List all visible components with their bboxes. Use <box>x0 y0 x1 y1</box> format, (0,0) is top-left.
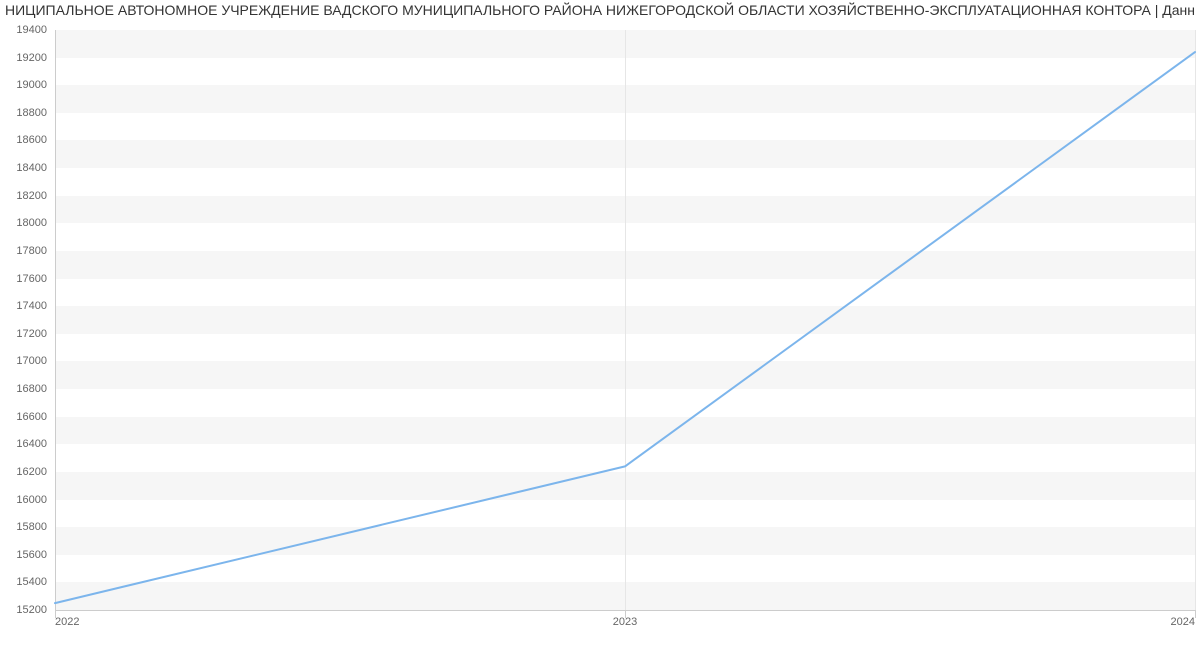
y-tick-label: 18000 <box>16 217 47 229</box>
y-tick-label: 15600 <box>16 549 47 561</box>
y-tick-label: 17200 <box>16 328 47 340</box>
y-tick-label: 15800 <box>16 521 47 533</box>
y-tick-label: 19400 <box>16 24 47 36</box>
y-tick-label: 15400 <box>16 576 47 588</box>
y-tick-label: 15200 <box>16 604 47 616</box>
x-tick-mark <box>1195 610 1196 618</box>
y-tick-label: 17400 <box>16 300 47 312</box>
y-tick-label: 18200 <box>16 190 47 202</box>
x-tick-label: 2024 <box>1171 616 1195 628</box>
y-tick-label: 17000 <box>16 355 47 367</box>
y-tick-label: 16600 <box>16 411 47 423</box>
x-tick-label: 2022 <box>55 616 79 628</box>
series-line <box>55 52 1195 603</box>
y-tick-label: 19000 <box>16 79 47 91</box>
x-grid-line <box>1195 30 1196 610</box>
x-tick-label: 2023 <box>613 616 637 628</box>
y-tick-label: 19200 <box>16 52 47 64</box>
y-tick-label: 16200 <box>16 466 47 478</box>
y-tick-label: 18800 <box>16 107 47 119</box>
y-tick-label: 18400 <box>16 162 47 174</box>
y-tick-label: 16400 <box>16 438 47 450</box>
chart-container: НИЦИПАЛЬНОЕ АВТОНОМНОЕ УЧРЕЖДЕНИЕ ВАДСКО… <box>0 0 1200 650</box>
line-layer <box>55 30 1195 610</box>
chart-title: НИЦИПАЛЬНОЕ АВТОНОМНОЕ УЧРЕЖДЕНИЕ ВАДСКО… <box>0 2 1200 18</box>
y-tick-label: 17800 <box>16 245 47 257</box>
y-tick-label: 16800 <box>16 383 47 395</box>
plot-area: 1520015400156001580016000162001640016600… <box>55 30 1196 610</box>
y-tick-label: 17600 <box>16 273 47 285</box>
y-tick-label: 16000 <box>16 494 47 506</box>
y-tick-label: 18600 <box>16 134 47 146</box>
